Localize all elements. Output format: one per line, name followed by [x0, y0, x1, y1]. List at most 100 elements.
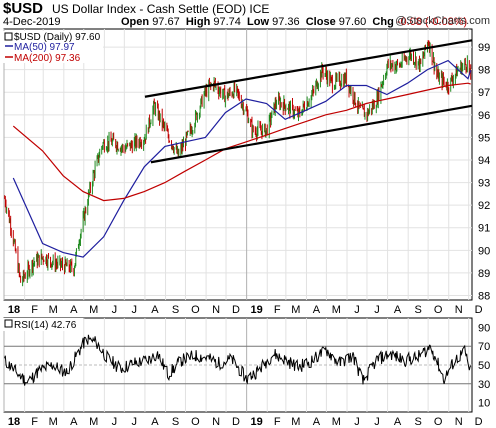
- price-x-tick-label: F: [274, 304, 281, 316]
- rsi-axis-tick-label: 10: [478, 398, 490, 410]
- rsi-x-tick-label: M: [49, 416, 58, 428]
- rsi-x-tick-label: J: [112, 416, 118, 428]
- price-x-tick-label: N: [455, 304, 463, 316]
- trendline-lower: [150, 104, 473, 164]
- price-axis-tick-label: 98: [478, 65, 490, 77]
- rsi-x-tick-label: A: [151, 416, 159, 428]
- price-x-tick-label: F: [31, 304, 38, 316]
- rsi-line: [4, 334, 472, 386]
- rsi-x-tick-label: A: [313, 416, 321, 428]
- price-x-tick-label: 19: [250, 304, 262, 316]
- price-axis-tick-label: 94: [478, 155, 490, 167]
- rsi-x-tick-label: O: [434, 416, 443, 428]
- price-axis-tick-label: 92: [478, 200, 490, 212]
- quote-date: 4-Dec-2019: [3, 16, 61, 28]
- rsi-legend-background: [3, 318, 83, 331]
- legend-price-swatch: [4, 32, 13, 41]
- rsi-axis-tick-label: 90: [478, 322, 490, 334]
- rsi-legend: RSI(14) 42.76: [14, 320, 77, 331]
- legend-ma200: MA(200) 97.36: [14, 53, 81, 64]
- low-value: 97.36: [272, 16, 300, 28]
- rsi-legend-swatch: [4, 319, 13, 328]
- price-grid: [3, 28, 473, 301]
- price-axis-tick-label: 97: [478, 87, 490, 99]
- price-x-tick-label: A: [313, 304, 321, 316]
- open-value: 97.67: [152, 16, 180, 28]
- price-axis-tick-label: 96: [478, 110, 490, 122]
- rsi-grid: [3, 317, 473, 413]
- rsi-x-tick-label: M: [291, 416, 300, 428]
- price-axis-tick-label: 90: [478, 245, 490, 257]
- rsi-x-tick-label: O: [191, 416, 200, 428]
- high-label: High: [185, 16, 211, 28]
- price-x-tick-label: J: [112, 304, 118, 316]
- price-x-tick-label: M: [49, 304, 58, 316]
- rsi-x-tick-label: D: [232, 416, 240, 428]
- rsi-x-tick-label: J: [374, 416, 380, 428]
- price-x-tick-label: A: [70, 304, 78, 316]
- price-marks: [4, 39, 473, 287]
- legends: $USD (Daily) 97.60 MA(50) 97.97 MA(200) …: [3, 31, 103, 331]
- legend-background: [3, 31, 103, 63]
- rsi-axis-tick-label: 30: [478, 379, 490, 391]
- price-x-tick-label: J: [132, 304, 138, 316]
- rsi-axis-tick-label: 50: [478, 360, 490, 372]
- price-axis-tick-label: 93: [478, 178, 490, 190]
- rsi-x-tick-label: N: [212, 416, 220, 428]
- price-x-tick-label: M: [332, 304, 341, 316]
- high-value: 97.74: [213, 16, 241, 28]
- price-x-tick-label: N: [212, 304, 220, 316]
- rsi-x-tick-label: F: [31, 416, 38, 428]
- ma50-line: [12, 59, 472, 258]
- chart-header: $USD US Dollar Index - Cash Settle (EOD)…: [0, 0, 496, 28]
- rsi-x-tick-label: 19: [250, 416, 262, 428]
- trendline-upper: [144, 39, 473, 98]
- close-value: 97.60: [338, 16, 367, 28]
- rsi-x-tick-label: F: [274, 416, 281, 428]
- legend-price: $USD (Daily) 97.60: [14, 32, 101, 43]
- description-text: US Dollar Index - Cash Settle (EOD): [52, 2, 247, 16]
- price-x-tick-label: M: [291, 304, 300, 316]
- low-label: Low: [247, 16, 270, 28]
- rsi-x-tick-label: D: [475, 416, 483, 428]
- price-x-tick-label: J: [374, 304, 380, 316]
- close-label: Close: [305, 16, 336, 28]
- rsi-x-tick-label: 18: [8, 416, 20, 428]
- rsi-x-tick-label: A: [70, 416, 78, 428]
- rsi-x-tick-label: S: [414, 416, 421, 428]
- rsi-x-tick-label: M: [332, 416, 341, 428]
- price-x-tick-label: 18: [8, 304, 20, 316]
- rsi-x-tick-label: J: [132, 416, 138, 428]
- rsi-x-tick-label: M: [89, 416, 98, 428]
- legend-ma50: MA(50) 97.97: [14, 42, 75, 53]
- rsi-axis-tick-label: 70: [478, 341, 490, 353]
- rsi-marks: [4, 334, 472, 386]
- price-panel-frame: [3, 28, 473, 301]
- ohlc-readout: Open 97.67 High 97.74 Low 97.36 Close 97…: [121, 16, 467, 28]
- price-axis-tick-label: 88: [478, 290, 490, 302]
- chg-value: -0.08 (-0.08%): [396, 16, 468, 28]
- price-x-tick-label: S: [172, 304, 179, 316]
- price-axis-tick-label: 99: [478, 42, 490, 54]
- price-axis-tick-label: 89: [478, 268, 490, 280]
- price-x-tick-label: J: [354, 304, 360, 316]
- watermark: @StockCharts.com: [395, 15, 490, 27]
- price-x-tick-label: A: [394, 304, 402, 316]
- price-x-tick-label: D: [475, 304, 483, 316]
- rsi-x-tick-label: J: [354, 416, 360, 428]
- price-x-tick-label: O: [191, 304, 200, 316]
- rsi-x-tick-label: N: [455, 416, 463, 428]
- price-axis-tick-label: 91: [478, 223, 490, 235]
- symbol-description: US Dollar Index - Cash Settle (EOD) ICE: [52, 2, 269, 16]
- price-x-tick-label: A: [151, 304, 159, 316]
- open-label: Open: [121, 16, 150, 28]
- ma200-line: [12, 82, 471, 202]
- symbol-ticker: $USD: [3, 0, 44, 17]
- price-x-tick-label: S: [414, 304, 421, 316]
- exchange-label: ICE: [249, 2, 270, 16]
- price-x-tick-label: M: [89, 304, 98, 316]
- price-x-tick-label: O: [434, 304, 443, 316]
